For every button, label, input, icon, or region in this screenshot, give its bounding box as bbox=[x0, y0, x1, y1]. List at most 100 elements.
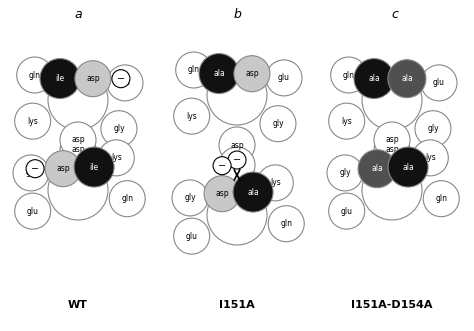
Circle shape bbox=[388, 147, 428, 187]
Circle shape bbox=[40, 59, 80, 99]
Text: asp: asp bbox=[385, 146, 399, 155]
Text: asp: asp bbox=[245, 69, 259, 78]
Text: gly: gly bbox=[25, 168, 37, 177]
Text: c: c bbox=[392, 9, 399, 22]
Text: glu: glu bbox=[186, 232, 198, 241]
Circle shape bbox=[173, 218, 210, 254]
Text: ile: ile bbox=[55, 74, 64, 83]
Text: asp: asp bbox=[385, 135, 399, 145]
Circle shape bbox=[173, 98, 210, 134]
Circle shape bbox=[13, 155, 49, 191]
Circle shape bbox=[60, 122, 96, 158]
Text: asp: asp bbox=[230, 161, 244, 169]
Text: gln: gln bbox=[121, 194, 133, 203]
Text: WT: WT bbox=[68, 300, 88, 310]
Circle shape bbox=[98, 140, 134, 176]
Text: I151A-D154A: I151A-D154A bbox=[351, 300, 433, 310]
Circle shape bbox=[74, 147, 114, 187]
Text: ala: ala bbox=[368, 74, 380, 83]
Circle shape bbox=[374, 122, 410, 158]
Circle shape bbox=[172, 180, 208, 216]
Circle shape bbox=[415, 111, 451, 147]
Text: gln: gln bbox=[280, 219, 292, 228]
Text: asp: asp bbox=[86, 74, 100, 83]
Circle shape bbox=[328, 193, 365, 229]
Text: gln: gln bbox=[188, 66, 200, 74]
Text: asp: asp bbox=[71, 135, 85, 145]
Circle shape bbox=[60, 132, 96, 168]
Text: b: b bbox=[233, 9, 241, 22]
Text: I151A: I151A bbox=[219, 300, 255, 310]
Circle shape bbox=[234, 56, 270, 92]
Circle shape bbox=[207, 65, 267, 125]
Text: ala: ala bbox=[371, 164, 383, 173]
Text: −: − bbox=[218, 161, 226, 171]
Circle shape bbox=[176, 52, 212, 88]
Circle shape bbox=[109, 181, 145, 217]
Circle shape bbox=[75, 61, 111, 97]
Text: ala: ala bbox=[247, 188, 259, 197]
Circle shape bbox=[412, 140, 448, 176]
Circle shape bbox=[107, 65, 143, 101]
Circle shape bbox=[362, 160, 422, 220]
Text: lys: lys bbox=[27, 117, 38, 126]
Circle shape bbox=[26, 160, 44, 178]
Text: ala: ala bbox=[213, 69, 225, 78]
Circle shape bbox=[362, 70, 422, 130]
Circle shape bbox=[17, 57, 53, 93]
Circle shape bbox=[423, 181, 459, 217]
Text: glu: glu bbox=[341, 207, 353, 215]
Circle shape bbox=[15, 193, 51, 229]
Circle shape bbox=[112, 70, 130, 88]
Circle shape bbox=[204, 176, 240, 212]
Circle shape bbox=[48, 160, 108, 220]
Text: −: − bbox=[31, 164, 39, 174]
Text: ile: ile bbox=[90, 163, 99, 171]
Text: asp: asp bbox=[56, 164, 70, 173]
Circle shape bbox=[421, 65, 457, 101]
Text: lys: lys bbox=[425, 153, 436, 163]
Circle shape bbox=[213, 157, 231, 175]
Text: glu: glu bbox=[27, 207, 39, 215]
Text: lys: lys bbox=[111, 153, 122, 163]
Text: gly: gly bbox=[184, 193, 196, 202]
Circle shape bbox=[327, 155, 363, 191]
Text: asp: asp bbox=[230, 140, 244, 150]
Text: asp: asp bbox=[71, 146, 85, 155]
Text: glu: glu bbox=[278, 73, 290, 82]
Circle shape bbox=[331, 57, 367, 93]
Circle shape bbox=[257, 165, 293, 201]
Text: ala: ala bbox=[402, 163, 414, 171]
Circle shape bbox=[15, 103, 51, 139]
Circle shape bbox=[388, 60, 426, 98]
Circle shape bbox=[48, 70, 108, 130]
Circle shape bbox=[233, 172, 273, 212]
Circle shape bbox=[219, 147, 255, 183]
Text: −: − bbox=[117, 74, 125, 84]
Text: gln: gln bbox=[343, 71, 355, 79]
Text: asp: asp bbox=[215, 189, 229, 198]
Circle shape bbox=[199, 54, 239, 94]
Text: gln: gln bbox=[435, 194, 447, 203]
Circle shape bbox=[260, 106, 296, 142]
Text: ala: ala bbox=[401, 74, 413, 83]
Text: lys: lys bbox=[270, 178, 281, 187]
Circle shape bbox=[45, 151, 81, 187]
Text: gly: gly bbox=[339, 168, 351, 177]
Text: a: a bbox=[74, 9, 82, 22]
Circle shape bbox=[101, 111, 137, 147]
Text: gly: gly bbox=[113, 124, 125, 133]
Circle shape bbox=[358, 150, 396, 188]
Text: gly: gly bbox=[272, 119, 284, 128]
Text: glu: glu bbox=[433, 78, 445, 87]
Circle shape bbox=[228, 151, 246, 169]
Text: gly: gly bbox=[427, 124, 439, 133]
Circle shape bbox=[268, 206, 304, 242]
Text: lys: lys bbox=[186, 112, 197, 120]
Circle shape bbox=[354, 59, 394, 99]
Text: −: − bbox=[233, 155, 241, 165]
Circle shape bbox=[374, 132, 410, 168]
Text: glu: glu bbox=[119, 78, 131, 87]
Text: gln: gln bbox=[29, 71, 41, 79]
Circle shape bbox=[328, 103, 365, 139]
